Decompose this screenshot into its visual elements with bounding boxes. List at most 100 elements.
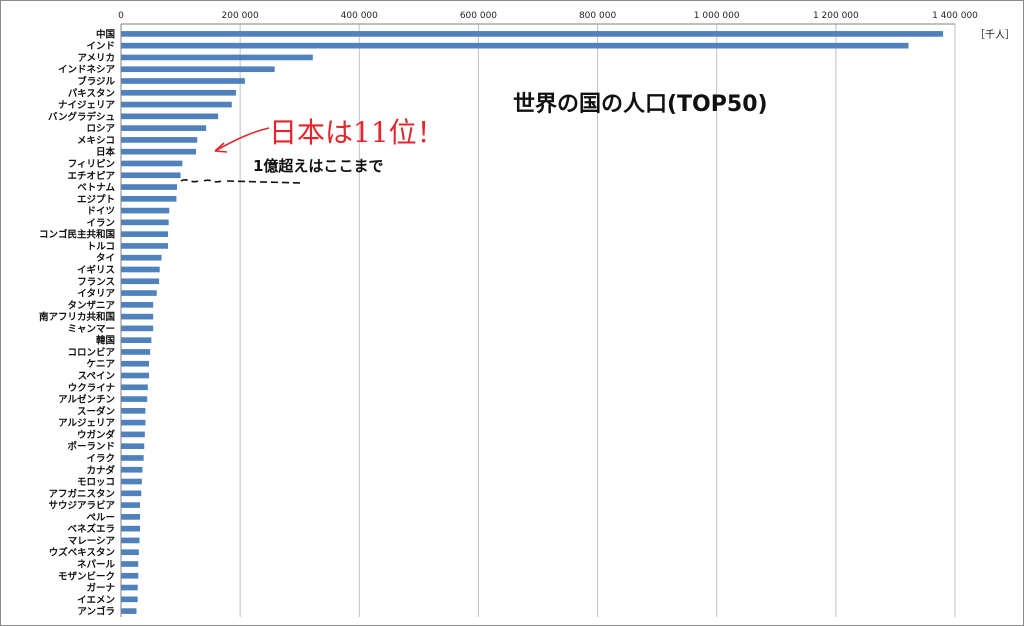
bar xyxy=(121,584,138,591)
bar xyxy=(121,172,181,179)
category-label: パキスタン xyxy=(68,87,115,99)
category-label: マレーシア xyxy=(68,536,116,547)
unit-label: ［千人］ xyxy=(975,29,1015,41)
category-label: サウジアラビア xyxy=(48,500,115,512)
category-label: バングラデシュ xyxy=(48,111,115,123)
bar xyxy=(121,443,145,450)
bar xyxy=(121,372,149,379)
category-label: アルジェリア xyxy=(58,418,115,429)
category-label: アルゼンチン xyxy=(58,394,115,406)
bar xyxy=(121,572,139,579)
bar xyxy=(121,78,245,84)
category-label: アメリカ xyxy=(77,53,115,64)
bars xyxy=(121,31,944,614)
bar xyxy=(121,360,149,367)
bar xyxy=(121,290,157,296)
category-label: イラク xyxy=(86,453,115,464)
category-label: 南アフリカ共和国 xyxy=(39,311,115,323)
x-tick-label: 600 000 xyxy=(460,11,497,21)
gridlines xyxy=(120,23,956,617)
bar xyxy=(121,148,197,155)
bar xyxy=(121,89,236,96)
handwritten-annotation: 日本は11位！ xyxy=(269,116,445,149)
bar xyxy=(121,195,177,202)
bar xyxy=(121,490,142,497)
bar xyxy=(121,396,148,402)
x-axis-ticks: 0 200 000 400 000 600 000 800 000 1 000 000 1 … xyxy=(118,11,978,21)
category-label: ウクライナ xyxy=(68,383,115,394)
category-label: アフガニスタン xyxy=(48,488,115,500)
category-label: コロンビア xyxy=(67,346,115,358)
category-label: イエメン xyxy=(77,595,115,606)
category-label: ミャンマー xyxy=(67,324,115,335)
bar xyxy=(121,31,944,37)
bar xyxy=(121,254,162,261)
category-label: 中国 xyxy=(96,28,115,40)
category-label: メキシコ xyxy=(77,135,115,146)
x-tick-label: 0 xyxy=(118,11,124,21)
category-label: モロッコ xyxy=(77,477,115,488)
bar xyxy=(121,455,144,461)
category-label: ベネズエラ xyxy=(67,523,115,535)
bar xyxy=(121,337,152,343)
category-label: フランス xyxy=(77,277,115,288)
bar xyxy=(121,384,148,391)
category-label: ペルー xyxy=(86,512,115,523)
bar xyxy=(121,313,154,320)
bar xyxy=(121,408,146,414)
category-label: ガーナ xyxy=(86,582,115,594)
category-label: インドネシア xyxy=(58,65,116,76)
category-label: ウガンダ xyxy=(77,429,116,441)
bar xyxy=(121,525,141,532)
category-label: フィリピン xyxy=(68,158,115,170)
bar xyxy=(121,54,313,61)
category-label: エジプト xyxy=(77,193,115,205)
category-label: 日本 xyxy=(96,146,116,158)
category-label: ケニア xyxy=(86,359,115,370)
bar xyxy=(121,66,275,73)
category-label: ウズベキスタン xyxy=(49,547,115,559)
bar xyxy=(121,101,232,108)
category-label: イタリア xyxy=(77,288,115,300)
bar xyxy=(121,549,139,556)
category-label: タンザニア xyxy=(67,299,115,311)
x-tick-label: 400 000 xyxy=(341,11,378,21)
category-label: イギリス xyxy=(77,264,115,276)
category-label: トルコ xyxy=(87,241,115,252)
bar xyxy=(121,302,154,308)
bar xyxy=(121,219,169,226)
category-label: ブラジル xyxy=(77,76,115,88)
bar xyxy=(121,514,141,520)
bar xyxy=(121,231,169,237)
bar xyxy=(121,266,160,273)
bar xyxy=(121,243,169,249)
note-text: 1億超えはここまで xyxy=(253,157,383,175)
category-label: モザンビーク xyxy=(58,570,115,582)
category-label: スーダン xyxy=(77,405,115,417)
category-label: ドイツ xyxy=(86,206,115,217)
bar xyxy=(121,537,140,544)
bar xyxy=(121,596,138,603)
bar xyxy=(121,325,154,332)
category-label: インド xyxy=(86,41,115,52)
bar xyxy=(121,478,142,485)
bar xyxy=(121,207,170,214)
bar xyxy=(121,561,139,567)
category-label: タイ xyxy=(96,252,115,264)
category-label: アンゴラ xyxy=(77,606,115,618)
category-label: エチオピア xyxy=(67,170,115,182)
bar xyxy=(121,608,137,614)
category-label: スペイン xyxy=(78,371,115,382)
category-label: ロシア xyxy=(86,124,115,135)
bar xyxy=(121,466,143,473)
category-label: ネパール xyxy=(77,558,116,570)
bar xyxy=(121,125,207,131)
dashed-cut-line xyxy=(180,178,302,184)
x-tick-label: 200 000 xyxy=(222,11,259,21)
category-label: カナダ xyxy=(86,464,115,476)
bar xyxy=(121,431,145,438)
x-tick-label: 800 000 xyxy=(579,11,616,21)
chart-title: 世界の国の人口(TOP50) xyxy=(513,92,768,117)
